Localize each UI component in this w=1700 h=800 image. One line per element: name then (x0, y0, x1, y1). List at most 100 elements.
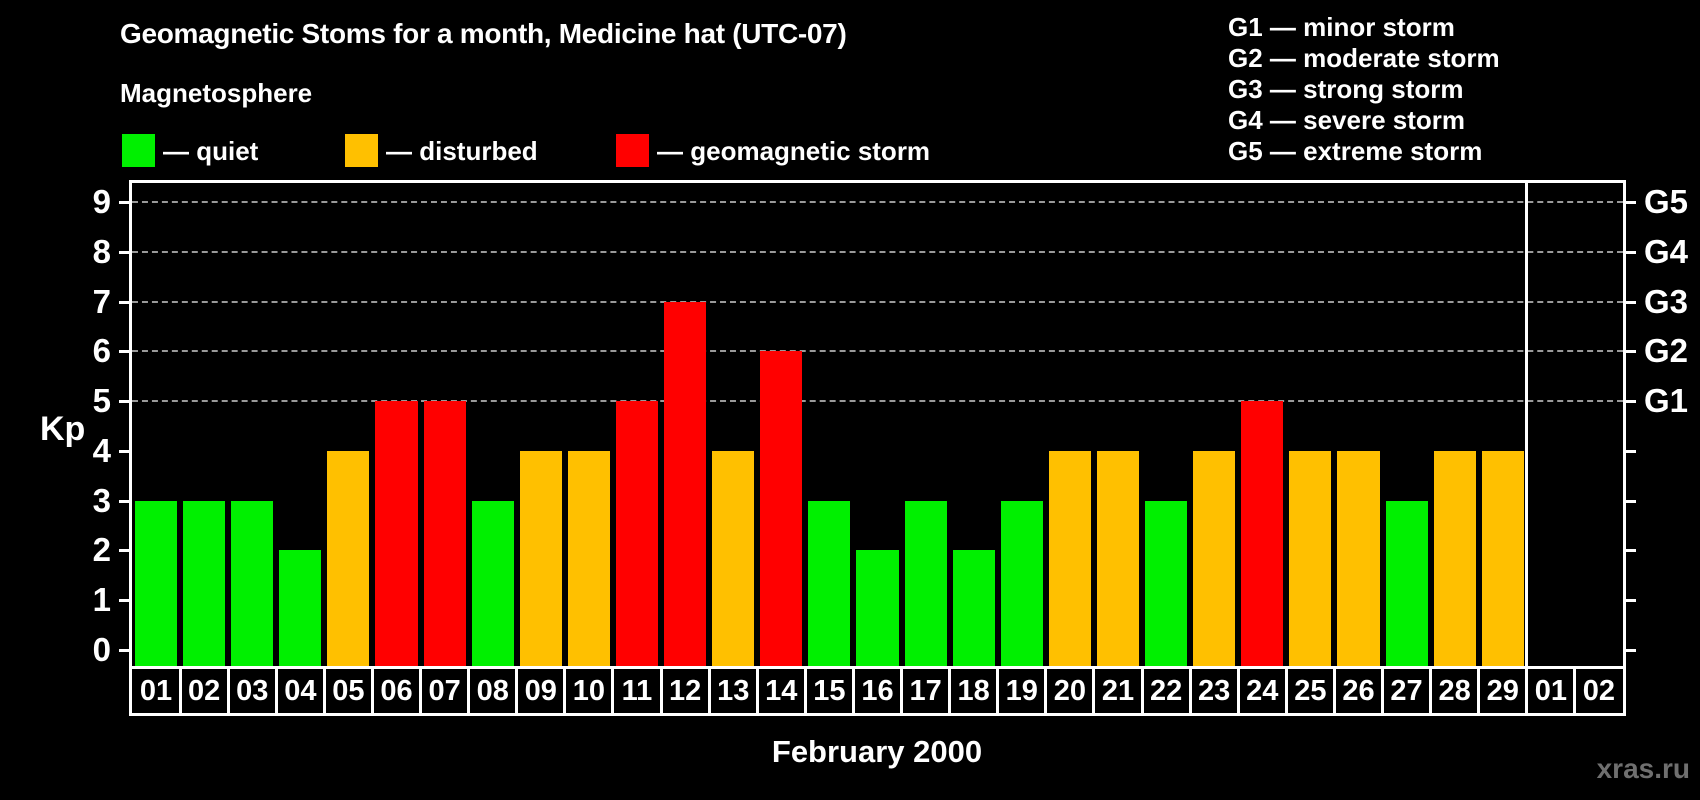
bar-feb-18 (952, 550, 995, 666)
day-label-mar-02: 02 (1582, 675, 1616, 707)
day-cell-divider (178, 666, 182, 716)
y-tick-label-0: 0 (92, 631, 111, 668)
bar-feb-12 (664, 301, 707, 666)
chart-title: Geomagnetic Stoms for a month, Medicine … (120, 18, 847, 49)
day-label-feb-25: 25 (1294, 675, 1327, 707)
day-label-feb-03: 03 (236, 675, 269, 707)
plot-border-left (129, 183, 132, 666)
day-cell-divider (1284, 666, 1288, 716)
day-label-feb-05: 05 (332, 675, 365, 707)
day-cell-divider (803, 666, 807, 716)
bar-feb-20 (1048, 450, 1091, 666)
day-cell-divider (948, 666, 952, 716)
day-label-mar-01: 01 (1534, 675, 1567, 707)
y-tick-label-5: 5 (92, 382, 111, 420)
watermark: xras.ru (1596, 753, 1690, 784)
legend-swatch-quiet (122, 134, 155, 167)
y-tick-label-2: 2 (92, 531, 111, 569)
y-tick-left-6 (119, 350, 129, 354)
day-cell-divider (1381, 666, 1385, 716)
day-cell-divider (996, 666, 1000, 716)
bar-feb-03 (231, 500, 274, 666)
y-tick-label-9: 9 (92, 183, 111, 220)
gridline-kp8 (132, 250, 1623, 253)
bar-feb-13 (712, 450, 755, 666)
y-tick-right-6 (1626, 350, 1636, 354)
bar-feb-23 (1193, 450, 1236, 666)
bar-feb-06 (375, 401, 418, 666)
bar-feb-05 (327, 450, 370, 666)
y-tick-right-7 (1626, 300, 1636, 304)
y-tick-left-4 (119, 449, 129, 453)
day-cell-divider (226, 666, 230, 716)
day-cell-divider (611, 666, 615, 716)
day-label-feb-17: 17 (909, 675, 942, 707)
day-label-feb-19: 19 (1005, 675, 1038, 707)
day-label-feb-16: 16 (861, 675, 894, 707)
g-scale-label-g2: G2 (1644, 332, 1689, 370)
day-cell-divider (659, 666, 663, 716)
day-cell-divider (1188, 666, 1192, 716)
bar-feb-14 (760, 351, 803, 666)
bar-feb-09 (519, 450, 562, 666)
day-label-feb-10: 10 (572, 675, 606, 707)
day-cell-divider (322, 666, 326, 716)
storm-scale-legend-g4: G4 — severe storm (1228, 105, 1466, 135)
month-separator-line (1525, 183, 1529, 666)
y-axis-title-kp: Kp (40, 410, 86, 448)
day-cell-divider (851, 666, 855, 716)
day-label-feb-21: 21 (1101, 675, 1135, 707)
day-cell-divider (1477, 666, 1481, 716)
y-tick-label-8: 8 (92, 232, 111, 270)
day-cell-divider (1044, 666, 1048, 716)
y-tick-left-2 (119, 549, 129, 553)
y-tick-left-1 (119, 599, 129, 603)
day-cell-divider (1573, 666, 1577, 716)
day-label-feb-07: 07 (428, 675, 461, 707)
day-label-feb-02: 02 (188, 675, 221, 707)
bar-feb-15 (808, 500, 851, 666)
gridline-kp9 (132, 201, 1623, 203)
day-label-feb-15: 15 (813, 675, 846, 707)
day-label-feb-12: 12 (668, 675, 702, 707)
y-tick-label-6: 6 (92, 332, 111, 370)
day-cell-divider (274, 666, 278, 716)
bar-feb-07 (423, 401, 466, 666)
y-tick-right-0 (1626, 649, 1636, 652)
bar-feb-19 (1000, 500, 1043, 666)
legend-swatch-storm (616, 134, 649, 167)
g-scale-label-g4: G4 (1644, 232, 1689, 270)
day-cell-divider (707, 666, 711, 716)
y-tick-left-9 (119, 201, 129, 204)
y-tick-left-8 (119, 250, 129, 254)
day-cell-divider (755, 666, 759, 716)
x-axis-title-month: February 2000 (771, 734, 983, 769)
day-label-feb-28: 28 (1438, 675, 1471, 707)
bar-feb-21 (1096, 450, 1140, 666)
day-cell-divider (900, 666, 904, 716)
storm-scale-legend-g3: G3 — strong storm (1228, 74, 1464, 104)
legend-label-quiet: — quiet (163, 136, 259, 166)
day-label-feb-01: 01 (139, 675, 173, 707)
gridline-kp6 (132, 350, 1623, 353)
gridline-kp7 (132, 300, 1623, 303)
day-label-feb-23: 23 (1198, 675, 1231, 707)
day-label-feb-13: 13 (717, 675, 750, 707)
storm-scale-legend-g1: G1 — minor storm (1228, 12, 1455, 42)
bar-feb-11 (615, 401, 659, 666)
y-tick-right-2 (1626, 549, 1636, 553)
day-cell-divider (467, 666, 471, 716)
y-tick-right-9 (1626, 201, 1636, 204)
y-tick-right-8 (1626, 250, 1636, 254)
bar-feb-28 (1433, 450, 1476, 666)
legend-swatch-disturbed (345, 134, 378, 167)
storm-scale-legend-g2: G2 — moderate storm (1228, 43, 1500, 73)
plot-border-right (1623, 183, 1626, 666)
legend-label-disturbed: — disturbed (386, 136, 538, 166)
day-cell-divider (1140, 666, 1144, 716)
y-tick-right-3 (1626, 499, 1636, 503)
storm-scale-legend-g5: G5 — extreme storm (1228, 136, 1483, 166)
bar-feb-08 (471, 500, 514, 666)
day-label-feb-18: 18 (957, 675, 990, 707)
